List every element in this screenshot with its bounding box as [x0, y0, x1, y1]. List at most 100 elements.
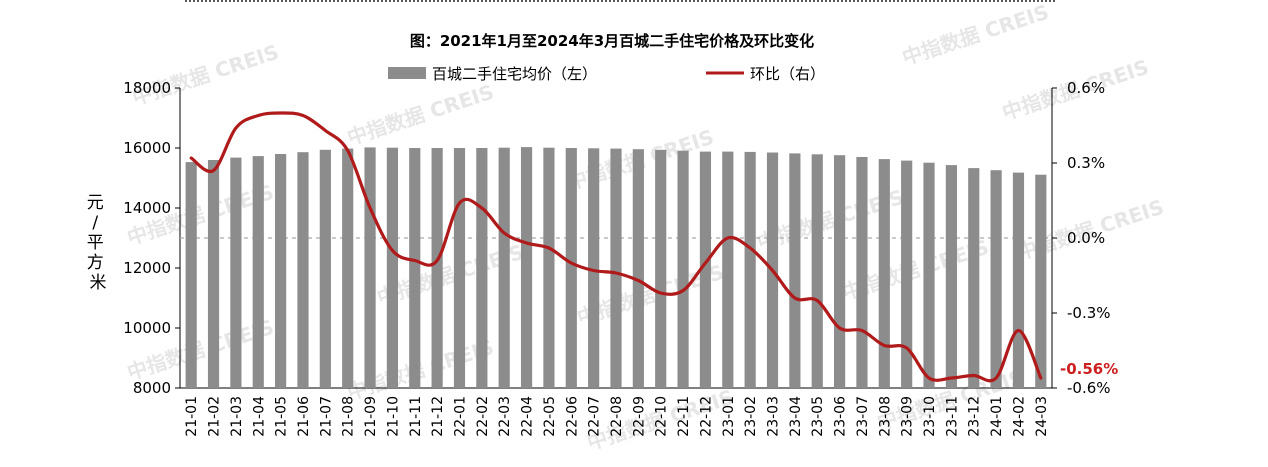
y-axis-label: 元 / 平 方 米 — [87, 193, 109, 293]
x-tick-label-21-10: 21-10 — [385, 396, 401, 437]
x-tick-label-22-10: 22-10 — [654, 396, 670, 437]
mom-line — [189, 111, 1043, 383]
bar-22-12 — [699, 151, 712, 388]
bar-22-05 — [543, 147, 555, 388]
bar-22-07 — [588, 148, 600, 388]
bar-22-08 — [610, 148, 622, 388]
bar-23-04 — [789, 153, 801, 388]
x-tick-label-23-05: 23-05 — [810, 396, 826, 437]
bar-21-06 — [297, 152, 309, 388]
x-tick-label-22-03: 22-03 — [497, 396, 513, 437]
bar-22-10 — [655, 149, 667, 388]
bar-21-09 — [364, 147, 376, 388]
right-tick-label-0: -0.6% — [1067, 379, 1111, 397]
bar-23-12 — [968, 168, 980, 388]
x-tick-label-23-12: 23-12 — [967, 396, 983, 437]
x-tick-label-22-05: 22-05 — [542, 396, 558, 437]
legend-bar-swatch — [388, 67, 426, 79]
bar-21-04 — [252, 156, 264, 388]
x-tick-label-22-06: 22-06 — [564, 396, 580, 437]
right-tick-label-2: 0.0% — [1067, 229, 1105, 247]
bar-22-03 — [498, 147, 510, 388]
x-tick-label-21-12: 21-12 — [430, 396, 446, 437]
x-tick-label-21-09: 21-09 — [363, 396, 379, 437]
watermark-1: 中指数据 CREIS — [344, 80, 497, 150]
x-tick-label-21-04: 21-04 — [251, 396, 267, 437]
bar-24-02 — [1012, 172, 1025, 388]
bar-21-12 — [431, 148, 443, 388]
x-tick-label-23-02: 23-02 — [743, 396, 759, 437]
bar-23-09 — [901, 160, 913, 388]
watermark-3: 中指数据 CREIS — [899, 0, 1052, 70]
bar-24-03 — [1035, 174, 1047, 388]
bar-22-09 — [632, 149, 644, 388]
left-tick-label-4: 16000 — [123, 139, 171, 157]
right-tick-label-3: 0.3% — [1067, 154, 1105, 172]
x-tick-label-21-02: 21-02 — [207, 396, 223, 437]
bar-21-08 — [342, 148, 354, 388]
bar-21-01 — [185, 162, 197, 388]
legend-bar-label: 百城二手住宅均价（左） — [432, 65, 597, 83]
x-tick-label-23-03: 23-03 — [766, 396, 782, 437]
x-tick-label-22-07: 22-07 — [587, 396, 603, 437]
bar-22-04 — [520, 147, 533, 388]
x-tick-label-21-06: 21-06 — [296, 396, 312, 437]
x-tick-label-24-03: 24-03 — [1034, 396, 1050, 437]
top-dotted-border — [185, 0, 1055, 8]
x-tick-label-23-01: 23-01 — [721, 396, 737, 437]
bar-23-10 — [923, 162, 935, 388]
x-tick-label-24-01: 24-01 — [989, 396, 1005, 437]
bar-22-11 — [677, 150, 689, 388]
x-tick-label-21-01: 21-01 — [184, 396, 200, 437]
x-tick-label-22-04: 22-04 — [520, 396, 536, 437]
x-tick-label-22-09: 22-09 — [631, 396, 647, 437]
bar-24-01 — [990, 170, 1002, 388]
right-tick-label-1: -0.3% — [1067, 304, 1111, 322]
bar-21-11 — [409, 148, 421, 388]
chart-title: 图：2021年1月至2024年3月百城二手住宅价格及环比变化 — [410, 32, 814, 50]
x-tick-label-23-09: 23-09 — [900, 396, 916, 437]
bar-23-01 — [722, 151, 734, 388]
bar-23-02 — [744, 151, 756, 388]
bar-23-07 — [856, 157, 868, 388]
right-tick-label-4: 0.6% — [1067, 79, 1105, 97]
left-tick-label-1: 10000 — [123, 319, 171, 337]
left-tick-label-5: 18000 — [123, 79, 171, 97]
x-tick-label-21-11: 21-11 — [408, 396, 424, 437]
x-tick-label-23-08: 23-08 — [877, 396, 893, 437]
bar-22-02 — [476, 148, 488, 388]
x-tick-label-23-07: 23-07 — [855, 396, 871, 437]
x-tick-label-22-12: 22-12 — [698, 396, 714, 437]
x-tick-label-22-02: 22-02 — [475, 396, 491, 437]
left-tick-label-2: 12000 — [123, 259, 171, 277]
bar-23-08 — [878, 159, 890, 388]
x-tick-label-23-10: 23-10 — [922, 396, 938, 437]
left-tick-label-0: 8000 — [133, 379, 171, 397]
tick-labels: 8000 10000 12000 14000 16000 18000 -0.6% -0.3% 0… — [123, 79, 1110, 437]
x-tick-label-22-01: 22-01 — [452, 396, 468, 437]
bar-series — [185, 147, 1047, 388]
x-tick-label-21-07: 21-07 — [318, 396, 334, 437]
x-tick-label-21-05: 21-05 — [274, 396, 290, 437]
bar-21-07 — [319, 149, 331, 388]
bar-21-10 — [386, 147, 398, 388]
x-tick-label-21-03: 21-03 — [229, 396, 245, 437]
bar-23-05 — [811, 154, 823, 388]
bar-21-05 — [275, 154, 287, 388]
watermark-0: 中指数据 CREIS — [129, 40, 282, 110]
bar-23-11 — [945, 165, 957, 388]
x-tick-label-23-06: 23-06 — [833, 396, 849, 437]
x-tick-label-23-04: 23-04 — [788, 396, 804, 437]
legend-line-label: 环比（右） — [750, 65, 825, 83]
x-tick-label-21-08: 21-08 — [341, 396, 357, 437]
left-tick-label-3: 14000 — [123, 199, 171, 217]
bar-22-06 — [565, 148, 577, 388]
bar-22-01 — [453, 148, 466, 388]
x-tick-label-23-11: 23-11 — [944, 396, 960, 437]
bar-21-03 — [230, 157, 242, 388]
bar-21-02 — [207, 160, 220, 388]
x-tick-label-22-11: 22-11 — [676, 396, 692, 437]
x-tick-label-22-08: 22-08 — [609, 396, 625, 437]
last-value-annotation: -0.56% — [1060, 360, 1118, 378]
